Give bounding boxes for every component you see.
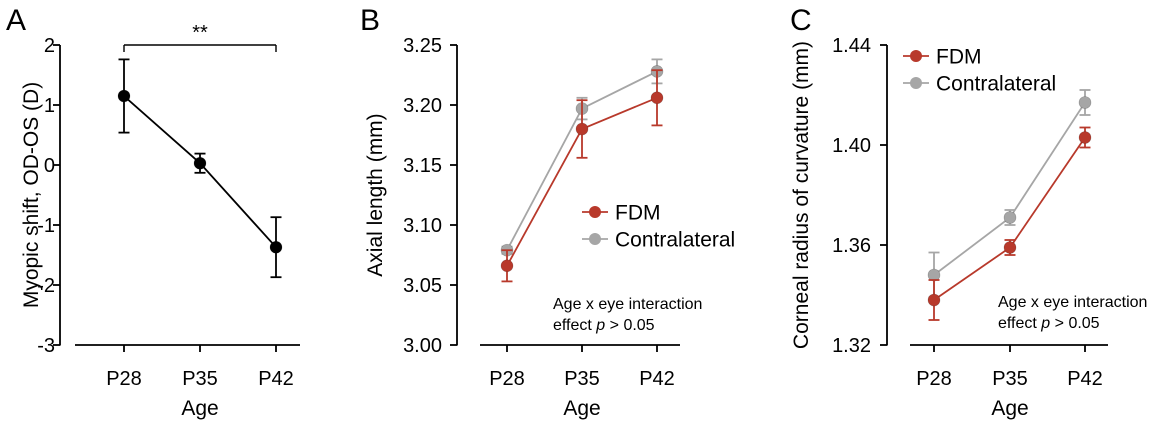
y-tick-label: 3.25: [403, 35, 442, 57]
y-tick-label: -2: [37, 275, 55, 297]
data-point: [500, 259, 514, 273]
y-tick-label: 3.15: [403, 155, 442, 177]
legend-marker: [589, 206, 601, 218]
annotation-suffix: > 0.05: [1050, 315, 1099, 332]
y-tick-label: 0: [44, 155, 55, 177]
x-tick-label: P28: [106, 368, 142, 390]
y-tick-label: 3.05: [403, 275, 442, 297]
x-axis-title: Age: [181, 397, 218, 420]
legend-marker: [910, 77, 922, 89]
y-tick-label: 3.20: [403, 95, 442, 117]
y-tick-label: 3.10: [403, 215, 442, 237]
data-point: [269, 240, 283, 254]
legend-label: Contralateral: [936, 73, 1056, 96]
x-tick-label: P28: [916, 368, 952, 390]
y-tick-label: 3.00: [403, 335, 442, 357]
significance-bracket: **: [123, 22, 277, 52]
panel-letter: A: [6, 4, 26, 37]
x-tick-label: P42: [1067, 368, 1103, 390]
annotation-line-1: Age x eye interaction: [553, 296, 702, 313]
series-myopic-shift: [117, 58, 283, 279]
y-tick-label: -3: [37, 335, 55, 357]
panel-a: A2 1 0 -1 -2 -3 P28 P35 P42 Age Myopic shift, OD-O…: [6, 4, 300, 420]
panel-letter: C: [790, 4, 812, 37]
y-tick-label: 1: [44, 95, 55, 117]
legend-item: FDM: [582, 202, 661, 225]
legend-marker: [589, 233, 601, 245]
data-point: [117, 89, 131, 103]
legend-item: FDM: [903, 46, 982, 69]
annotation-line-2: effect p > 0.05: [998, 315, 1100, 332]
y-axis-title: Corneal radius of curvature (mm): [790, 41, 813, 349]
series-fdm: [500, 69, 664, 283]
legend-item: Contralateral: [582, 229, 735, 252]
annotation-p: p: [595, 317, 605, 334]
legend-item: Contralateral: [903, 73, 1056, 96]
annotation-line-1: Age x eye interaction: [998, 294, 1147, 311]
y-tick-label: 1.32: [832, 335, 871, 357]
x-tick-label: P28: [489, 368, 525, 390]
annotation-line-2: effect p > 0.05: [553, 317, 655, 334]
interaction-annotation: Age x eye interaction effect p > 0.05: [553, 296, 702, 334]
x-axis-title: Age: [991, 397, 1028, 420]
y-tick-label: 2: [44, 35, 55, 57]
y-tick-label: 1.36: [832, 235, 871, 257]
annotation-prefix: effect: [998, 315, 1041, 332]
x-tick-label: P35: [564, 368, 600, 390]
y-axis-title: Axial length (mm): [364, 113, 387, 276]
x-tick-label: P42: [639, 368, 675, 390]
y-tick-label: -1: [37, 215, 55, 237]
annotation-suffix: > 0.05: [605, 317, 654, 334]
annotation-prefix: effect: [553, 317, 596, 334]
legend-marker: [910, 50, 922, 62]
significance-label: **: [192, 22, 208, 44]
series-contralateral: [927, 89, 1092, 299]
x-tick-label: P42: [258, 368, 294, 390]
data-point: [1078, 96, 1092, 109]
data-point: [650, 91, 664, 105]
interaction-annotation: Age x eye interaction effect p > 0.05: [998, 294, 1147, 332]
y-tick-label: 1.44: [832, 35, 871, 57]
legend-label: FDM: [615, 202, 661, 225]
data-point: [575, 122, 589, 136]
legend-label: FDM: [936, 46, 982, 69]
panel-letter: B: [360, 4, 380, 37]
data-point: [1078, 131, 1092, 144]
legend-label: Contralateral: [615, 229, 735, 252]
data-point: [927, 293, 941, 307]
x-axis-title: Age: [563, 397, 600, 420]
panel-b: B 3.25 3.20 3.15 3.10 3.05 3.00 P28 P35 P42 Age Axi…: [360, 4, 735, 420]
legend: FDM Contralateral: [582, 202, 735, 252]
legend: FDM Contralateral: [903, 46, 1056, 96]
series-fdm: [927, 126, 1092, 321]
y-axis-title: Myopic shift, OD-OS (D): [20, 82, 43, 308]
panel-c: C 1.44 1.40 1.36 1.32 P28 P35 P42 Age Corneal rad…: [790, 4, 1147, 420]
data-point: [193, 156, 207, 170]
data-point: [1003, 241, 1017, 254]
x-tick-label: P35: [182, 368, 218, 390]
y-tick-label: 1.40: [832, 135, 871, 157]
data-point: [1003, 211, 1017, 224]
x-tick-label: P35: [992, 368, 1028, 390]
annotation-p: p: [1040, 315, 1050, 332]
